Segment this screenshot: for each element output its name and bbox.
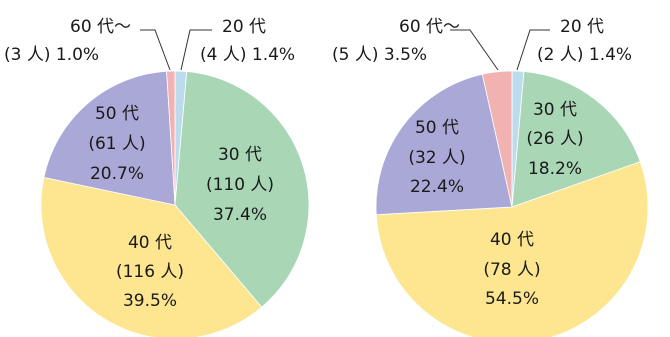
leader-line [180,29,212,71]
slice-label-line: 22.4% [410,177,464,197]
slice-label-line: (4 人) 1.4% [200,45,295,65]
slice-label-line: (2 人) 1.4% [537,45,632,65]
slice-label-line: 30 代 [218,145,262,165]
slice-label-line: (32 人) [408,148,465,168]
pie-slice-4 [43,70,176,206]
pie-slice-2 [511,71,641,208]
slice-label-line: 20.7% [90,164,144,184]
slice-label-line: 40 代 [490,230,534,250]
slice-label-line: (110 人) [206,175,274,195]
leader-line [140,29,171,71]
slice-label-line: 50 代 [95,104,139,124]
pie-slice-2 [174,71,310,308]
slice-label-line: 18.2% [528,159,582,179]
slice-label-line: 37.4% [213,205,267,225]
leader-line [450,29,499,71]
slice-label-line: 60 代〜 [70,17,131,37]
slice-label-line: 20 代 [560,17,604,37]
pie-slice-4 [375,73,513,216]
pie-slice-5 [481,70,513,208]
slice-label-line: 54.5% [485,289,539,309]
slice-label-line: 40 代 [128,233,172,253]
pie-chart-right: 20 代 (2 人) 1.4% 30 代 (26 人) 18.2% 40 代 (78 人) 5… [332,17,649,337]
slice-label-line: 39.5% [123,291,177,311]
pie-slice-3 [375,161,649,337]
slice-label-line: 50 代 [415,118,459,138]
slice-label-line: 60 代〜 [399,17,460,37]
slice-label-line: (26 人) [526,129,583,149]
pie-slice-5 [166,70,176,206]
slice-label-line: (61 人) [88,134,145,154]
pie-chart-left: 20 代 (4 人) 1.4% 30 代 (110 人) 37.4% 40 代 (116 人… [4,17,310,337]
slice-label-line: (5 人) 3.5% [332,45,427,65]
slice-label-line: (116 人) [116,262,184,282]
slice-label-line: 30 代 [533,100,577,120]
slice-label-line: (3 人) 1.0% [4,45,99,65]
slice-label-line: 20 代 [222,17,266,37]
pie-slice-3 [40,176,263,337]
leader-line [516,29,550,71]
slice-label-line: (78 人) [483,260,540,280]
